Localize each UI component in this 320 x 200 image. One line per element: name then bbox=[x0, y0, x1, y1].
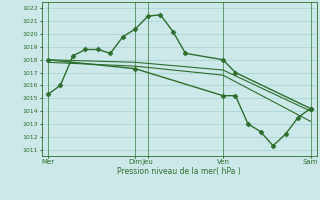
X-axis label: Pression niveau de la mer( hPa ): Pression niveau de la mer( hPa ) bbox=[117, 167, 241, 176]
